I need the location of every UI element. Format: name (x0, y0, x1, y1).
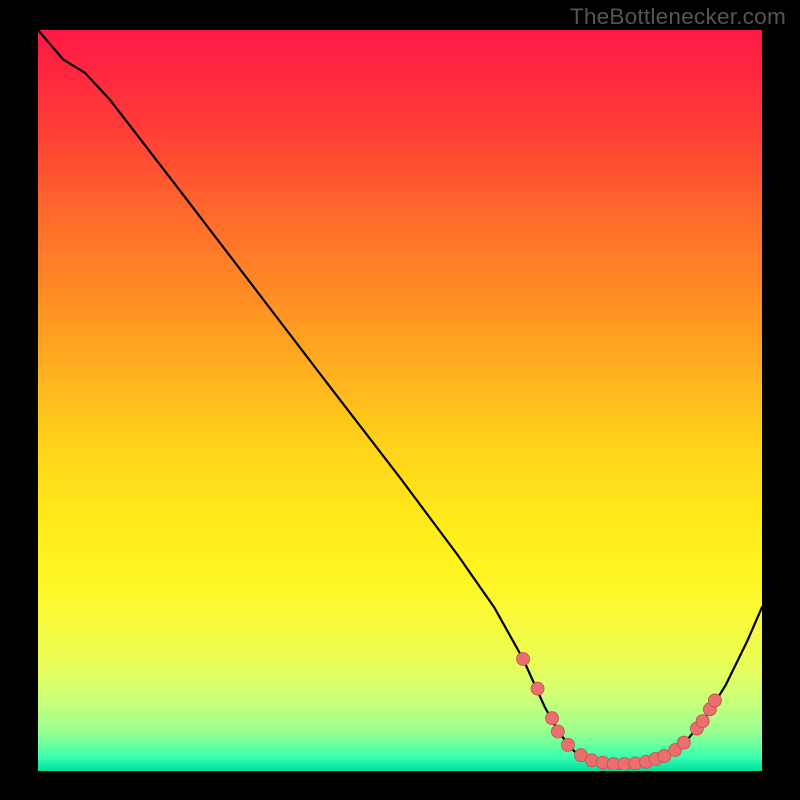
chart-frame: TheBottlenecker.com (0, 0, 800, 800)
bottleneck-curve (38, 30, 762, 770)
curve-marker (531, 682, 544, 695)
curve-marker (517, 653, 530, 666)
curve-marker (546, 712, 559, 725)
curve-line (38, 30, 762, 764)
curve-marker (551, 725, 564, 738)
watermark-text: TheBottlenecker.com (570, 4, 786, 30)
plot-area (38, 30, 762, 770)
curve-marker (677, 736, 690, 749)
curve-marker (708, 694, 721, 707)
curve-marker (696, 715, 709, 728)
curve-marker (561, 738, 574, 751)
